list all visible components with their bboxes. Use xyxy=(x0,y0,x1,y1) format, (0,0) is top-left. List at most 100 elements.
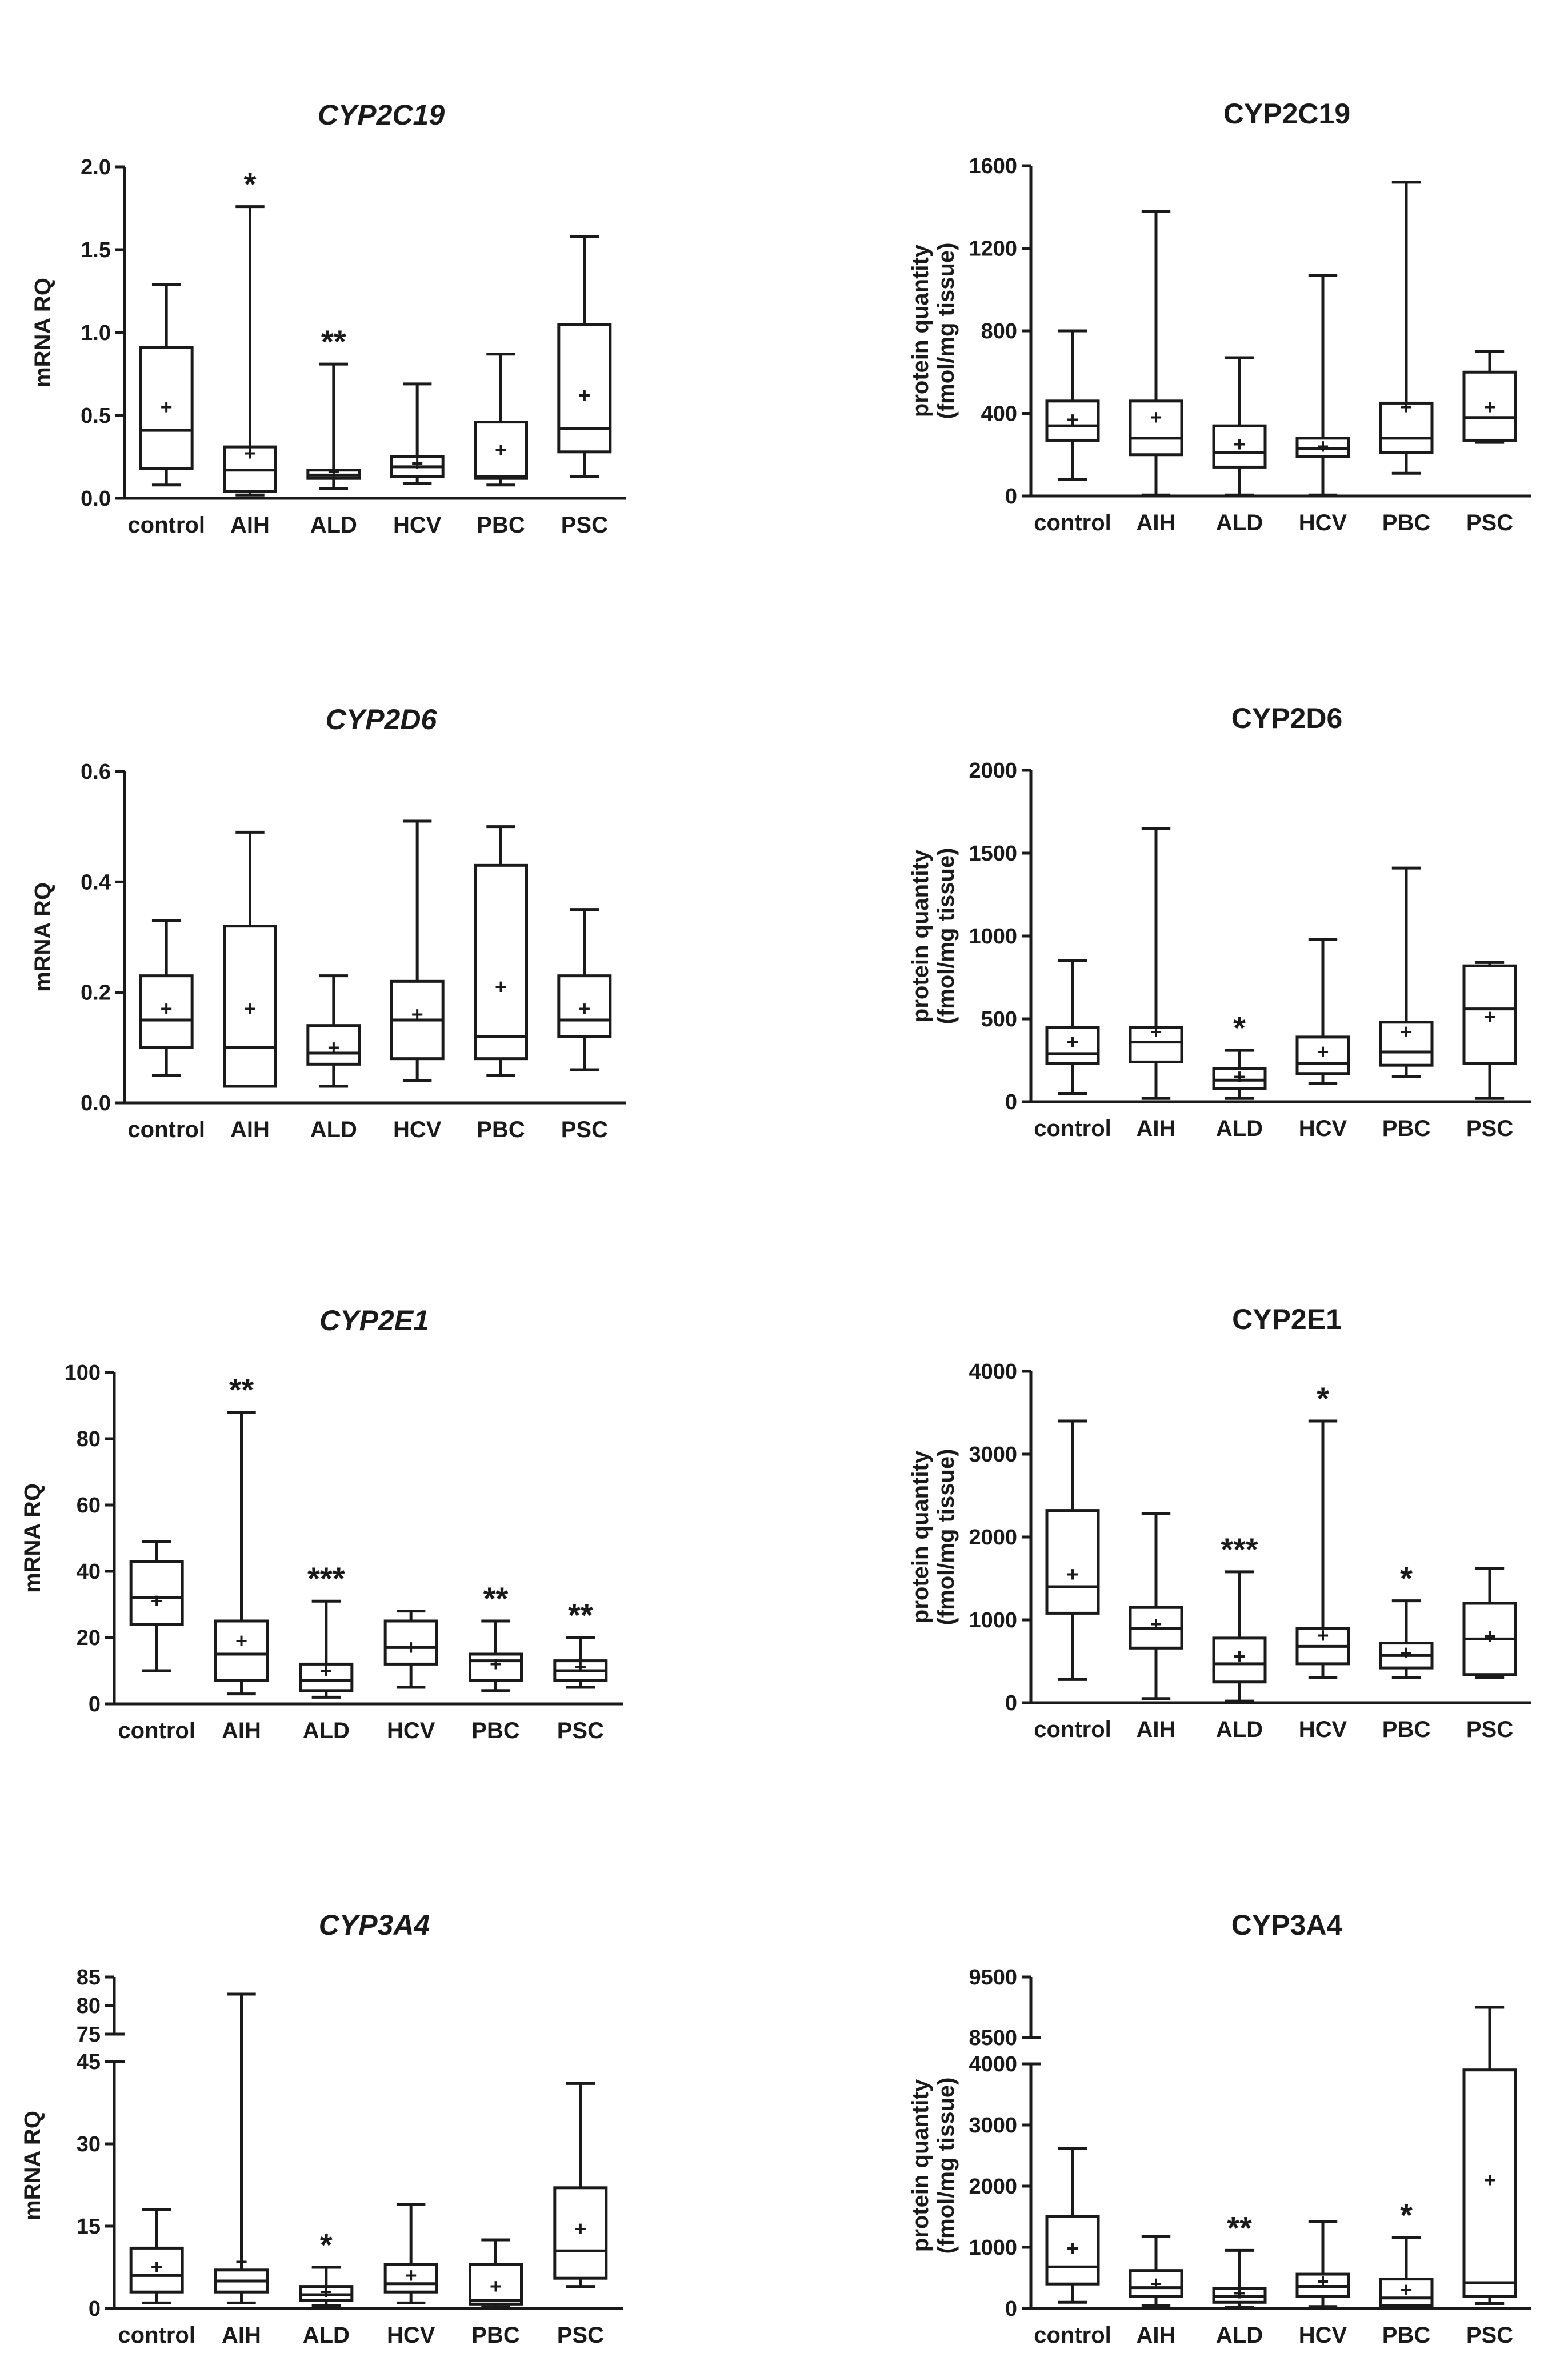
chart-title: CYP2E1 xyxy=(1232,1303,1342,1335)
y-axis-label: protein quantity xyxy=(908,849,933,1022)
y-tick-label: 85 xyxy=(77,1966,101,1990)
significance-label: ** xyxy=(229,1372,254,1408)
x-tick-label: AIH xyxy=(230,1117,270,1142)
significance-label: ** xyxy=(568,1597,593,1633)
chart-title: CYP2D6 xyxy=(326,703,438,735)
mean-marker: + xyxy=(161,395,173,419)
mean-marker: + xyxy=(574,2217,586,2240)
y-tick-label: 0.2 xyxy=(81,981,111,1005)
y-tick-label: 2000 xyxy=(969,2175,1017,2199)
significance-label: ** xyxy=(483,1580,509,1616)
iqr-box xyxy=(553,2186,608,2280)
mean-marker: + xyxy=(151,2255,163,2279)
y-tick-label: 2000 xyxy=(969,1526,1017,1550)
mean-marker: + xyxy=(1233,1065,1245,1089)
x-tick-label: PBC xyxy=(1382,2323,1430,2348)
box-aih: + AIH xyxy=(1129,209,1183,535)
y-tick-label: 2.0 xyxy=(81,155,111,179)
mean-marker: + xyxy=(1150,2272,1162,2295)
x-tick-label: ALD xyxy=(1216,510,1263,535)
x-tick-label: AIH xyxy=(1137,510,1176,535)
iqr-box xyxy=(1212,1636,1267,1684)
iqr-box xyxy=(1462,964,1517,1065)
mean-marker: + xyxy=(1150,1020,1162,1043)
iqr-box xyxy=(1129,1026,1183,1063)
iqr-box xyxy=(129,1560,184,1626)
box-aih: + AIH xyxy=(223,830,277,1142)
y-tick-label: 800 xyxy=(981,319,1017,343)
iqr-box xyxy=(299,1662,354,1692)
box-hcv: + HCV xyxy=(1295,938,1350,1141)
x-tick-label: PSC xyxy=(561,1117,608,1142)
x-tick-label: HCV xyxy=(1299,510,1347,535)
iqr-box xyxy=(1462,2068,1517,2298)
box-control: + control xyxy=(1034,1419,1111,1742)
box-aih: + AIH xyxy=(1129,2235,1183,2348)
y-tick-label: 0.4 xyxy=(81,870,111,894)
significance-label: *** xyxy=(1221,1531,1258,1567)
iqr-box xyxy=(1045,399,1100,442)
box-aih: + AIH xyxy=(1129,1512,1183,1742)
y-tick-label: 45 xyxy=(77,2050,101,2074)
iqr-box xyxy=(1462,370,1517,442)
mean-marker: + xyxy=(405,1635,417,1659)
y-axis-label-units: (fmol/mg tissue) xyxy=(934,1449,959,1626)
y-tick-label: 1500 xyxy=(969,842,1017,866)
x-tick-label: HCV xyxy=(393,513,442,538)
y-tick-label: 0 xyxy=(89,1692,101,1716)
y-tick-label: 1000 xyxy=(969,925,1017,949)
y-axis-label-units: (fmol/mg tissue) xyxy=(934,848,959,1025)
box-control: + control xyxy=(118,2208,195,2348)
box-psc: + PSC xyxy=(1462,350,1517,535)
chart-title: CYP2C19 xyxy=(318,99,445,131)
mean-marker: + xyxy=(1066,2236,1078,2260)
mean-marker: + xyxy=(327,460,339,483)
y-tick-label: 1.5 xyxy=(81,238,111,262)
x-tick-label: AIH xyxy=(1137,1717,1176,1742)
mean-marker: + xyxy=(1150,406,1162,429)
iqr-box xyxy=(129,2246,184,2294)
box-ald: + * ALD xyxy=(299,2227,354,2348)
panel-mrna-cyp3a4: CYP3A4 mRNA RQ 0 15 30 45 75 80 85 + control + AIH + *… xyxy=(20,1909,623,2348)
x-tick-label: PBC xyxy=(1382,1116,1430,1141)
y-axis-label: protein quantity xyxy=(908,2079,933,2252)
x-tick-label: HCV xyxy=(1299,1717,1347,1742)
chart-title: CYP3A4 xyxy=(1231,1909,1343,1941)
x-tick-label: ALD xyxy=(303,2323,350,2348)
box-hcv: + HCV xyxy=(390,382,445,538)
y-tick-label: 1600 xyxy=(969,154,1017,178)
box-psc: + PSC xyxy=(1462,1567,1517,1742)
y-tick-label: 20 xyxy=(77,1626,101,1650)
x-tick-label: control xyxy=(1034,1717,1111,1742)
y-axis-label: protein quantity xyxy=(908,1450,933,1623)
mean-marker: + xyxy=(244,442,256,465)
y-tick-label: 0 xyxy=(1005,1090,1017,1114)
mean-marker: + xyxy=(1150,1612,1162,1635)
x-tick-label: HCV xyxy=(387,2323,435,2348)
y-tick-label: 60 xyxy=(77,1494,101,1518)
x-tick-label: control xyxy=(127,513,205,538)
mean-marker: + xyxy=(1233,433,1245,456)
y-axis-label: mRNA RQ xyxy=(20,1483,45,1593)
iqr-box xyxy=(214,1619,269,1682)
iqr-box xyxy=(1212,1067,1267,1090)
x-tick-label: PSC xyxy=(561,513,608,538)
x-tick-label: PSC xyxy=(1466,1116,1513,1141)
y-tick-label: 80 xyxy=(77,1994,101,2018)
mean-marker: + xyxy=(1400,1020,1412,1043)
x-tick-label: AIH xyxy=(222,2323,261,2348)
panel-prot-cyp2c19: CYP2C19 protein quantity (fmol/mg tissue) 0… xyxy=(908,98,1531,535)
iqr-box xyxy=(557,323,612,454)
x-tick-label: PBC xyxy=(1382,1717,1430,1742)
box-pbc: + ** PBC xyxy=(469,1580,523,1743)
box-pbc: + PBC xyxy=(1379,866,1434,1141)
y-axis-label: mRNA RQ xyxy=(30,882,55,992)
box-psc: + PSC xyxy=(557,235,612,538)
y-tick-label: 0 xyxy=(1005,1691,1017,1715)
mean-marker: + xyxy=(244,997,256,1021)
panel-prot-cyp2d6: CYP2D6 protein quantity (fmol/mg tissue) 0 5… xyxy=(908,702,1531,1141)
iqr-box xyxy=(139,974,194,1049)
box-hcv: + HCV xyxy=(383,2203,438,2348)
iqr-box xyxy=(1212,424,1267,469)
mean-marker: + xyxy=(1400,395,1412,419)
